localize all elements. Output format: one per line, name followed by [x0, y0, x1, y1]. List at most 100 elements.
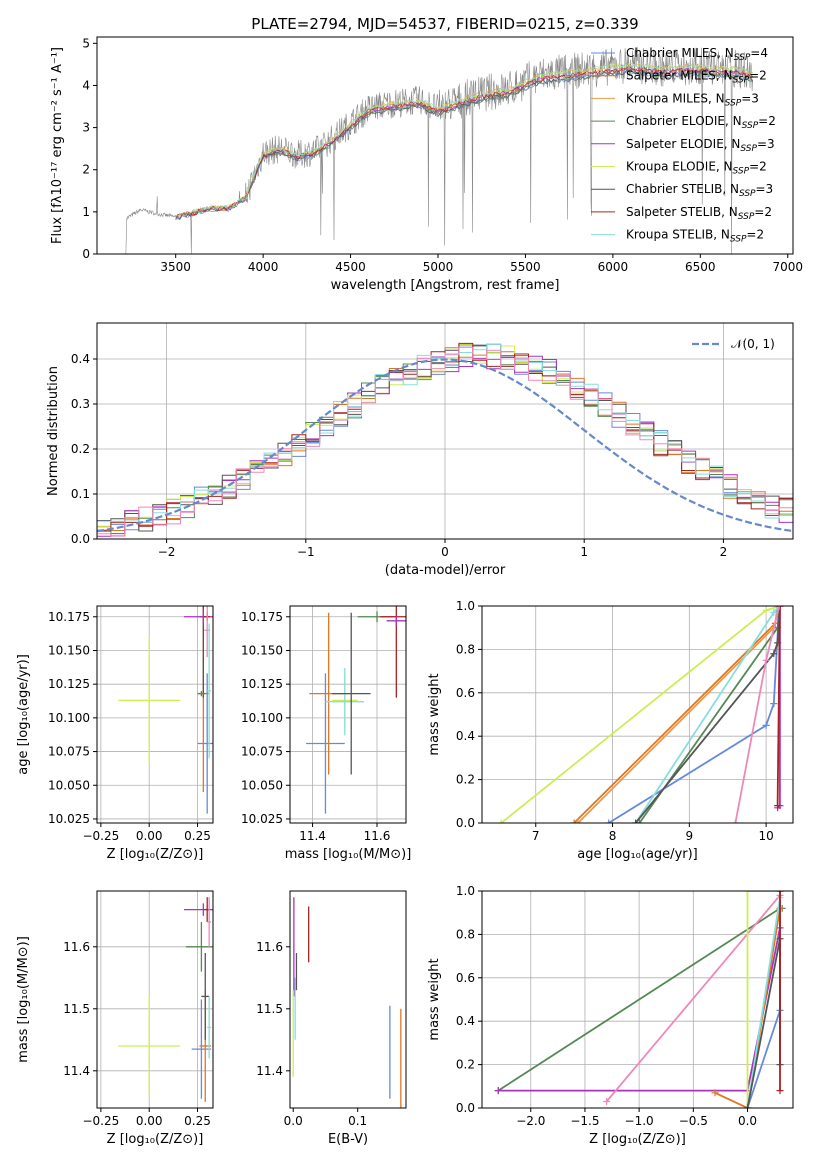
- y-tick-label: 1.0: [456, 599, 475, 613]
- weight-marker: [743, 1104, 751, 1108]
- residual-histogram: [97, 342, 793, 531]
- legend-label: Salpeter MILES, N: [626, 69, 733, 83]
- x-axis-label: mass [log₁₀(M/M⊙)]: [285, 847, 412, 862]
- weight-marker: [770, 700, 778, 708]
- legend-entry: Chabrier ELODIE, NSSP=2: [626, 114, 776, 131]
- plot-area-residuals: [97, 342, 793, 537]
- y-tick-label: 0.0: [456, 1101, 475, 1115]
- weight-marker: [711, 1089, 719, 1097]
- y-tick-label: 11.5: [63, 1002, 90, 1016]
- y-tick-label: 2: [82, 163, 90, 177]
- legend-label: Chabrier STELIB, N: [626, 182, 739, 196]
- axes-frame: [96, 36, 794, 255]
- axes-frame: [289, 605, 407, 824]
- legend-label: Salpeter STELIB, N: [626, 205, 738, 219]
- weight-marker: [632, 819, 640, 823]
- legend-sub: SSP: [730, 235, 747, 245]
- legend-entry: Salpeter MILES, NSSP=2: [626, 69, 767, 86]
- figure-title: PLATE=2794, MJD=54537, FIBERID=0215, z=0…: [251, 15, 638, 33]
- y-tick-label: 11.4: [256, 1064, 283, 1078]
- weight-marker: [603, 1097, 611, 1105]
- x-axis-label: age [log₁₀(age/yr)]: [577, 847, 698, 862]
- plot-area-ebv-mass: [292, 897, 402, 1108]
- weight-curve: [497, 907, 783, 1092]
- legend-label: Kroupa ELODIE, N: [626, 160, 733, 174]
- y-tick-label: 1: [82, 205, 90, 219]
- x-tick-label: 0.0: [284, 1114, 303, 1128]
- weight-curve: [634, 606, 780, 823]
- y-tick-label: 3: [82, 121, 90, 135]
- legend-suffix: =2: [754, 205, 772, 219]
- legend-entry: Kroupa MILES, NSSP=3: [626, 91, 759, 108]
- legend-entry: Salpeter STELIB, NSSP=2: [626, 205, 772, 222]
- y-tick-label: 0.4: [71, 352, 90, 366]
- weight-curve: [714, 908, 781, 1108]
- normal-curve: [97, 358, 793, 533]
- legend-suffix: =3: [756, 182, 774, 196]
- x-tick-label: 5500: [510, 260, 541, 274]
- y-tick-label: 10.100: [48, 711, 90, 725]
- y-tick-label: 0.8: [456, 642, 475, 656]
- x-tick-label: 7000: [772, 260, 803, 274]
- legend-sub: SSP: [738, 212, 755, 222]
- plot-area-z-weight: [494, 891, 786, 1108]
- y-tick-label: 4: [82, 78, 90, 92]
- weight-curve: [608, 606, 781, 823]
- weight-marker: [731, 819, 739, 823]
- model-spectrum: [175, 62, 753, 218]
- y-tick-label: 1.0: [456, 884, 475, 898]
- weight-marker: [762, 721, 770, 729]
- legend-entry: Chabrier STELIB, NSSP=3: [626, 182, 773, 199]
- weight-marker: [497, 819, 505, 823]
- y-tick-label: 0.4: [456, 729, 475, 743]
- axes-frame: [481, 605, 794, 824]
- legend-label: Chabrier MILES, N: [626, 46, 734, 60]
- legend-sub: SSP: [742, 121, 759, 131]
- y-tick-label: 10.150: [241, 643, 283, 657]
- y-tick-label: 10.125: [241, 677, 283, 691]
- y-tick-label: 10.125: [48, 677, 90, 691]
- legend-label: Kroupa STELIB, N: [626, 228, 730, 242]
- weight-curve: [776, 606, 781, 806]
- weight-marker: [770, 650, 778, 658]
- y-tick-label: 5: [82, 36, 90, 50]
- legend-entry: Kroupa STELIB, NSSP=2: [626, 228, 764, 245]
- legend-label: Kroupa MILES, N: [626, 91, 725, 105]
- y-tick-label: 10.175: [48, 610, 90, 624]
- x-tick-label: 4000: [248, 260, 279, 274]
- x-axis-label: Z [log₁₀(Z/Z⊙)]: [107, 1132, 204, 1147]
- x-tick-label: −0.25: [82, 829, 119, 843]
- legend-sub: SSP: [739, 189, 756, 199]
- weight-curve: [500, 606, 781, 823]
- axes-frame: [289, 890, 407, 1109]
- weight-curve: [634, 606, 781, 823]
- x-tick-label: 9: [686, 829, 694, 843]
- x-tick-label: 10: [758, 829, 773, 843]
- legend-sub: SSP: [733, 167, 750, 177]
- x-tick-label: 3500: [160, 260, 191, 274]
- plot-area-z-mass: [118, 897, 213, 1102]
- x-tick-label: 0: [441, 545, 449, 559]
- y-axis-label: Flux [fλ10⁻¹⁷ erg cm⁻² s⁻¹ A⁻¹]: [50, 47, 65, 244]
- weight-marker: [770, 609, 778, 617]
- legend-sub: SSP: [740, 144, 757, 154]
- y-tick-label: 0.1: [71, 487, 90, 501]
- y-tick-label: 0: [82, 247, 90, 261]
- x-tick-label: 6500: [685, 260, 716, 274]
- model-spectrum: [175, 69, 754, 220]
- y-tick-label: 0.2: [456, 773, 475, 787]
- x-tick-label: 0.00: [136, 1114, 163, 1128]
- legend-label: Salpeter ELODIE, N: [626, 137, 740, 151]
- weight-marker: [774, 802, 782, 810]
- y-axis-label: mass [log₁₀(M/M⊙)]: [16, 936, 31, 1063]
- model-spectrum: [175, 63, 754, 219]
- x-tick-label: 0.25: [184, 1114, 211, 1128]
- y-tick-label: 10.050: [241, 778, 283, 792]
- x-tick-label: 0.25: [184, 829, 211, 843]
- legend-suffix: =2: [749, 160, 767, 174]
- x-tick-label: −2.0: [516, 1114, 545, 1128]
- legend-entry: 𝒩(0, 1): [731, 337, 775, 351]
- weight-marker: [762, 656, 770, 664]
